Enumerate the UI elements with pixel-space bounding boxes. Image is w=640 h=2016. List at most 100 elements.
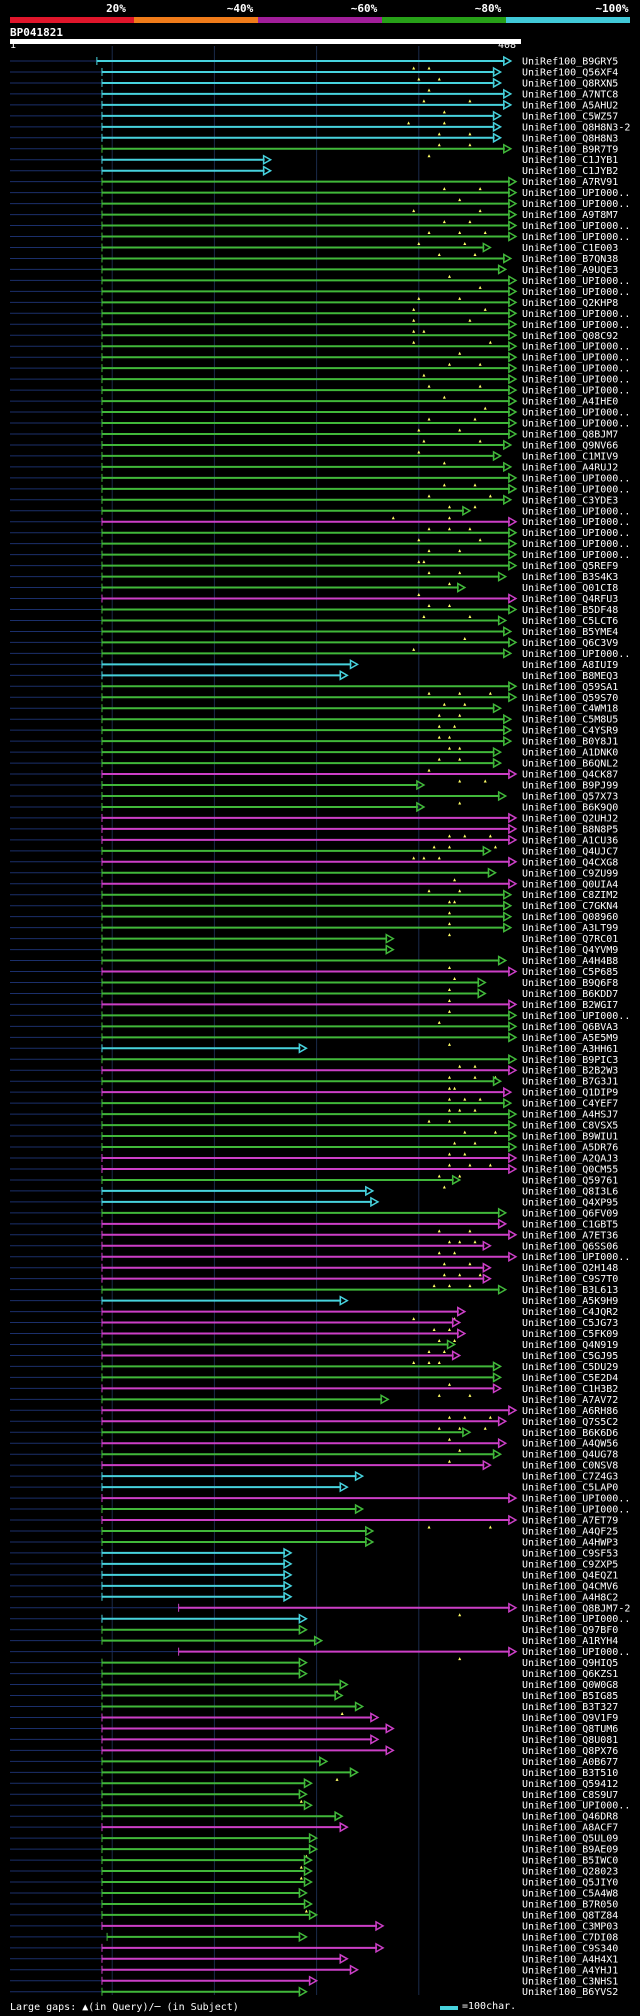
- hit-label[interactable]: UniRef100_C3MP03: [522, 1921, 618, 1932]
- hit-row[interactable]: UniRef100_Q0UIA4: [10, 878, 618, 893]
- hit-label[interactable]: UniRef100_UPI000..: [522, 309, 630, 320]
- hit-label[interactable]: UniRef100_UPI000..: [522, 506, 630, 517]
- hit-row[interactable]: UniRef100_Q5REF9: [10, 560, 618, 575]
- hit-row[interactable]: UniRef100_A4QF25: [10, 1525, 618, 1537]
- hit-label[interactable]: UniRef100_UPI000..: [522, 1614, 630, 1625]
- hit-label[interactable]: UniRef100_C5DU29: [522, 1362, 618, 1373]
- hit-row[interactable]: UniRef100_B6QNL2: [10, 757, 618, 772]
- hit-label[interactable]: UniRef100_UPI000..: [522, 276, 630, 287]
- hit-row[interactable]: UniRef100_UPI000..: [10, 220, 630, 235]
- hit-row[interactable]: UniRef100_Q01CI8: [10, 582, 618, 597]
- hit-row[interactable]: UniRef100_B5DF48: [10, 604, 618, 618]
- hit-label[interactable]: UniRef100_Q5UL09: [522, 1834, 618, 1845]
- hit-label[interactable]: UniRef100_C5JG73: [522, 1318, 618, 1329]
- hit-label[interactable]: UniRef100_A4H4B8: [522, 956, 618, 967]
- hit-row[interactable]: UniRef100_UPI000..: [10, 516, 630, 531]
- hit-label[interactable]: UniRef100_B3L613: [522, 1285, 618, 1296]
- hit-row[interactable]: UniRef100_A4H8C2: [10, 1591, 618, 1603]
- hit-row[interactable]: UniRef100_C1MIV9: [10, 450, 618, 465]
- hit-label[interactable]: UniRef100_A4H8C2: [522, 1592, 618, 1603]
- hit-label[interactable]: UniRef100_A1RYH4: [522, 1636, 618, 1647]
- hit-row[interactable]: UniRef100_B3T510: [10, 1767, 618, 1781]
- hit-row[interactable]: UniRef100_B7QN38: [10, 253, 618, 265]
- hit-row[interactable]: UniRef100_Q8H8N3: [10, 132, 618, 147]
- hit-row[interactable]: UniRef100_C5M8U5: [10, 713, 618, 728]
- hit-label[interactable]: UniRef100_A3HH61: [522, 1044, 618, 1055]
- hit-label[interactable]: UniRef100_UPI000..: [522, 408, 630, 419]
- hit-row[interactable]: UniRef100_C9S340: [10, 1942, 618, 1954]
- hit-label[interactable]: UniRef100_C5GJ95: [522, 1351, 618, 1362]
- hit-label[interactable]: UniRef100_C0NSV8: [522, 1461, 618, 1472]
- hit-label[interactable]: UniRef100_B5YME4: [522, 627, 618, 638]
- hit-label[interactable]: UniRef100_C1JYB2: [522, 166, 618, 177]
- hit-row[interactable]: UniRef100_B7G3J1: [10, 1075, 618, 1090]
- hit-label[interactable]: UniRef100_Q4XP95: [522, 1197, 618, 1208]
- hit-label[interactable]: UniRef100_Q1DIP9: [522, 1088, 618, 1099]
- hit-row[interactable]: UniRef100_Q28023: [10, 1865, 618, 1880]
- hit-label[interactable]: UniRef100_A4HSJ7: [522, 1110, 618, 1121]
- hit-row[interactable]: UniRef100_Q59S70: [10, 691, 618, 706]
- hit-row[interactable]: UniRef100_UPI000..: [10, 1503, 630, 1516]
- hit-row[interactable]: UniRef100_UPI000..: [10, 1646, 630, 1661]
- hit-row[interactable]: UniRef100_Q4YVM9: [10, 944, 618, 956]
- hit-label[interactable]: UniRef100_Q7RC01: [522, 934, 618, 945]
- hit-row[interactable]: UniRef100_UPI000..: [10, 198, 630, 213]
- hit-row[interactable]: UniRef100_UPI000..: [10, 1010, 630, 1024]
- hit-label[interactable]: UniRef100_UPI000..: [522, 221, 630, 232]
- hit-row[interactable]: UniRef100_UPI000..: [10, 187, 630, 202]
- hit-row[interactable]: UniRef100_C1JYB2: [10, 165, 618, 177]
- hit-row[interactable]: UniRef100_Q6KZS1: [10, 1668, 618, 1680]
- hit-row[interactable]: UniRef100_Q4CXG8: [10, 856, 618, 868]
- hit-label[interactable]: UniRef100_A9UQE3: [522, 265, 618, 276]
- hit-row[interactable]: UniRef100_C4JQR2: [10, 1306, 618, 1321]
- hit-row[interactable]: UniRef100_C3MP03: [10, 1920, 618, 1932]
- hit-label[interactable]: UniRef100_B9PJ99: [522, 781, 618, 792]
- hit-row[interactable]: UniRef100_UPI000..: [10, 351, 630, 366]
- hit-label[interactable]: UniRef100_Q9NV66: [522, 440, 618, 451]
- hit-label[interactable]: UniRef100_B6QNL2: [522, 759, 618, 770]
- hit-row[interactable]: UniRef100_C8S9U7: [10, 1788, 618, 1803]
- hit-label[interactable]: UniRef100_Q4CMV6: [522, 1581, 618, 1592]
- hit-label[interactable]: UniRef100_B9AE09: [522, 1845, 618, 1856]
- hit-row[interactable]: UniRef100_A6RH86: [10, 1405, 618, 1419]
- hit-row[interactable]: UniRef100_Q9V1F9: [10, 1712, 618, 1724]
- hit-row[interactable]: UniRef100_C5LAP0: [10, 1481, 618, 1494]
- hit-row[interactable]: UniRef100_Q46DR8: [10, 1810, 618, 1823]
- hit-row[interactable]: UniRef100_Q4RFU3: [10, 593, 618, 608]
- hit-row[interactable]: UniRef100_B9AE09: [10, 1843, 618, 1858]
- hit-label[interactable]: UniRef100_UPI000..: [522, 1494, 630, 1505]
- hit-row[interactable]: UniRef100_B6K9Q0: [10, 801, 618, 813]
- hit-label[interactable]: UniRef100_C4YSR9: [522, 726, 618, 737]
- hit-row[interactable]: UniRef100_C1JYB1: [10, 154, 618, 166]
- hit-row[interactable]: UniRef100_UPI000..: [10, 549, 630, 564]
- hit-label[interactable]: UniRef100_B9PIC3: [522, 1055, 618, 1066]
- hit-row[interactable]: UniRef100_Q8RXN5: [10, 77, 618, 92]
- hit-label[interactable]: UniRef100_B9Q6F8: [522, 978, 618, 989]
- hit-label[interactable]: UniRef100_Q59412: [522, 1779, 618, 1790]
- hit-label[interactable]: UniRef100_Q56XF4: [522, 67, 618, 78]
- hit-label[interactable]: UniRef100_UPI000..: [522, 649, 630, 660]
- hit-label[interactable]: UniRef100_Q8BJM7: [522, 429, 618, 440]
- hit-row[interactable]: UniRef100_C9SF53: [10, 1547, 618, 1559]
- hit-label[interactable]: UniRef100_A7NTC8: [522, 89, 618, 100]
- hit-label[interactable]: UniRef100_B3T510: [522, 1768, 618, 1779]
- hit-row[interactable]: UniRef100_UPI000..: [10, 275, 630, 289]
- hit-label[interactable]: UniRef100_UPI000..: [522, 419, 630, 430]
- hit-label[interactable]: UniRef100_A7AV72: [522, 1395, 618, 1406]
- hit-row[interactable]: UniRef100_C5LCT6: [10, 615, 618, 627]
- hit-row[interactable]: UniRef100_A1CU36: [10, 834, 618, 849]
- hit-label[interactable]: UniRef100_Q8H8N3: [522, 133, 618, 144]
- hit-row[interactable]: UniRef100_A4RUJ2: [10, 461, 618, 473]
- hit-row[interactable]: UniRef100_Q7RC01: [10, 933, 618, 945]
- hit-label[interactable]: UniRef100_UPI000..: [522, 528, 630, 539]
- hit-label[interactable]: UniRef100_A4H4X1: [522, 1954, 618, 1965]
- hit-row[interactable]: UniRef100_B5YME4: [10, 626, 618, 640]
- hit-label[interactable]: UniRef100_Q97BF0: [522, 1625, 618, 1636]
- hit-label[interactable]: UniRef100_A5DR76: [522, 1143, 618, 1154]
- hit-label[interactable]: UniRef100_A5K9H9: [522, 1296, 618, 1307]
- hit-row[interactable]: UniRef100_Q2KHP8: [10, 297, 618, 311]
- hit-label[interactable]: UniRef100_B9GRY5: [522, 57, 618, 68]
- hit-label[interactable]: UniRef100_Q4YVM9: [522, 945, 618, 956]
- hit-row[interactable]: UniRef100_UPI000..: [10, 362, 630, 377]
- hit-label[interactable]: UniRef100_Q8TZ84: [522, 1910, 618, 1921]
